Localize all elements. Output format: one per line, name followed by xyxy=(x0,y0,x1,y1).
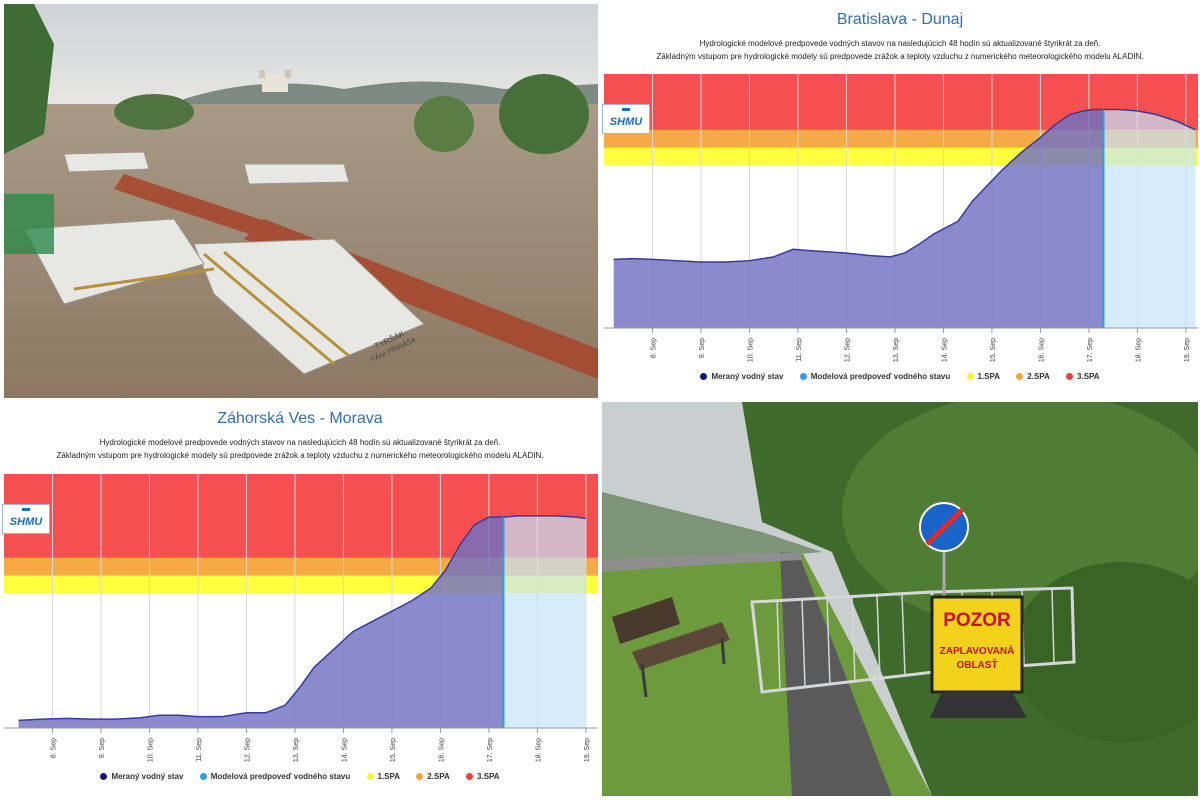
measured-area xyxy=(613,109,1104,328)
forecast-line xyxy=(503,515,586,520)
flood-photo-bratislava: TYRŠÁK VÁNI PRINÁŠA xyxy=(4,4,598,398)
flood-photo-illustration: TYRŠÁK VÁNI PRINÁŠA xyxy=(4,4,598,398)
x-tick-label: 19. Sep xyxy=(1184,338,1191,362)
x-tick-label: 14. Sep xyxy=(941,338,948,362)
measured-line xyxy=(613,108,1104,263)
x-tick-label: 10. Sep xyxy=(147,738,154,762)
legend-dot-icon xyxy=(366,773,374,780)
chart-legend: Meraný vodný stav Modelová predpoveď vod… xyxy=(600,372,1200,381)
legend-dot-icon xyxy=(1016,373,1024,380)
legend-item-measured[interactable]: Meraný vodný stav xyxy=(100,772,183,781)
x-tick-label: 12. Sep xyxy=(844,338,851,362)
legend-dot-icon xyxy=(199,773,207,780)
water-level-chart: 8. Sep 9. Sep 10. Sep 11. Sep 12. Sep 13. Sep… xyxy=(4,474,598,762)
sign-line2: ZAPLAVOVANÁ xyxy=(939,646,1015,657)
x-tick-label: 13. Sep xyxy=(893,338,900,362)
forecast-line xyxy=(1103,108,1196,131)
shmu-logo: SHMU xyxy=(2,504,50,534)
x-tick-label: 13. Sep xyxy=(293,738,300,762)
legend-item-spa3[interactable]: 3.SPA xyxy=(1066,372,1100,381)
legend-item-spa1[interactable]: 1.SPA xyxy=(366,772,400,781)
x-tick-label: 8. Sep xyxy=(650,338,657,358)
x-tick-label: 11. Sep xyxy=(796,338,803,362)
measured-area xyxy=(18,517,504,728)
legend-item-spa2[interactable]: 2.SPA xyxy=(1016,372,1050,381)
x-tick-label: 16. Sep xyxy=(438,738,445,762)
x-tick-label: 9. Sep xyxy=(99,738,106,758)
x-tick-label: 17. Sep xyxy=(487,738,494,762)
closed-path-photo: POZOR ZAPLAVOVANÁ OBLASŤ xyxy=(602,402,1198,796)
x-tick-label: 8. Sep xyxy=(50,738,57,758)
sign-line3: OBLASŤ xyxy=(956,660,998,671)
legend-item-forecast[interactable]: Modelová predpoveď vodného stavu xyxy=(799,372,950,381)
legend-dot-icon xyxy=(466,773,474,780)
x-tick-label: 14. Sep xyxy=(341,738,348,762)
x-tick-label: 9. Sep xyxy=(699,338,706,358)
legend-dot-icon xyxy=(799,373,807,380)
legend-dot-icon xyxy=(700,373,708,380)
x-tick-label: 15. Sep xyxy=(990,338,997,362)
x-tick-label: 17. Sep xyxy=(1087,338,1094,362)
legend-dot-icon xyxy=(966,373,974,380)
legend-item-spa1[interactable]: 1.SPA xyxy=(966,372,1000,381)
x-tick-label: 12. Sep xyxy=(244,738,251,762)
legend-dot-icon xyxy=(100,773,108,780)
x-tick-label: 15. Sep xyxy=(390,738,397,762)
chart-title: Záhorská Ves - Morava xyxy=(217,410,383,427)
legend-dot-icon xyxy=(416,773,424,780)
legend-item-measured[interactable]: Meraný vodný stav xyxy=(700,372,783,381)
x-tick-label: 19. Sep xyxy=(584,738,591,762)
sign-pozor: POZOR xyxy=(943,610,1011,631)
x-tick-label: 18. Sep xyxy=(535,738,542,762)
forecast-area xyxy=(1103,109,1196,328)
chart-subtitle-line2: Základným vstupom pre hydrologické model… xyxy=(656,52,1144,61)
park-bench xyxy=(612,597,730,698)
legend-item-spa3[interactable]: 3.SPA xyxy=(466,772,500,781)
chart-title: Bratislava - Dunaj xyxy=(836,11,964,28)
chart-subtitle-line2: Základným vstupom pre hydrologické model… xyxy=(56,451,544,460)
legend-item-spa2[interactable]: 2.SPA xyxy=(416,772,450,781)
legend-item-forecast[interactable]: Modelová predpoveď vodného stavu xyxy=(199,772,350,781)
x-tick-label: 11. Sep xyxy=(196,738,203,762)
water-level-chart: 8. Sep 9. Sep 10. Sep 11. Sep 12. Sep 13. Sep… xyxy=(604,74,1198,362)
x-tick-label: 18. Sep xyxy=(1135,338,1142,362)
chart-panel-bratislava: Bratislava - Dunaj Hydrologické modelové… xyxy=(600,0,1200,398)
closed-path-illustration xyxy=(602,402,1198,796)
x-tick-label: 10. Sep xyxy=(747,338,754,362)
legend-dot-icon xyxy=(1066,373,1074,380)
measured-line xyxy=(18,516,504,722)
shmu-logo: SHMU xyxy=(602,104,650,134)
chart-subtitle-line1: Hydrologické modelové predpovede vodných… xyxy=(99,438,501,447)
x-tick-label: 16. Sep xyxy=(1038,338,1045,362)
chart-legend: Meraný vodný stav Modelová predpoveď vod… xyxy=(0,772,600,781)
chart-subtitle-line1: Hydrologické modelové predpovede vodných… xyxy=(699,39,1101,48)
forecast-area xyxy=(503,515,586,728)
chart-panel-zahorska-ves: Záhorská Ves - Morava Hydrologické model… xyxy=(0,402,600,800)
